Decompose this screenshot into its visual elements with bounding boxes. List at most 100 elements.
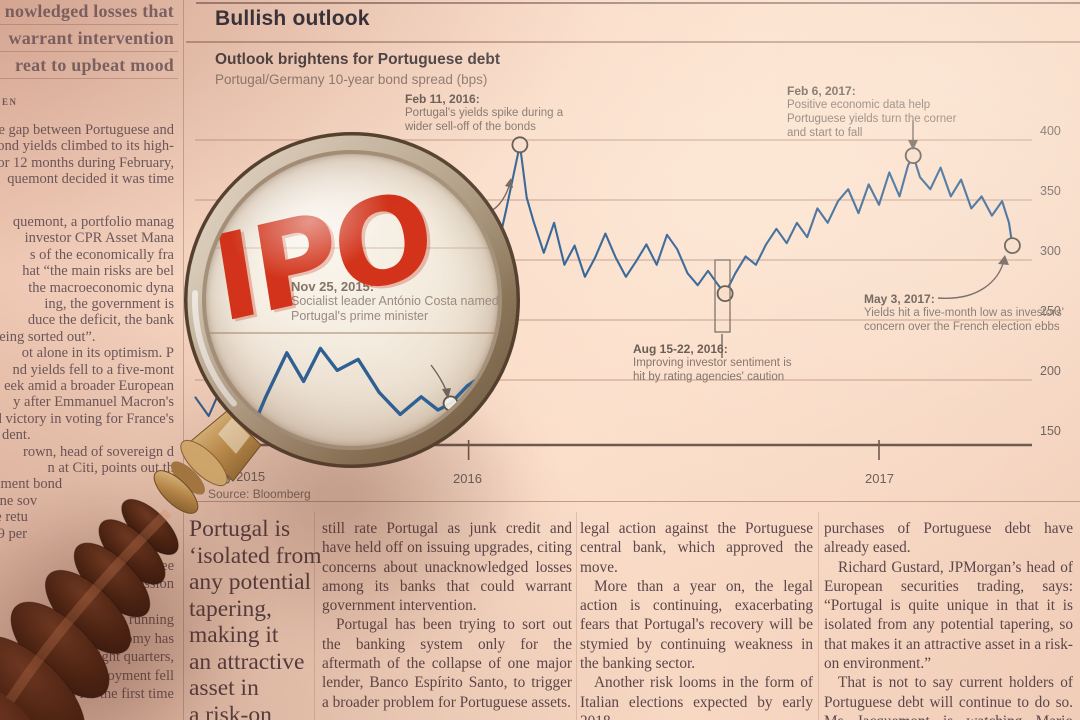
- column-rule-left: [183, 0, 184, 720]
- text-line: Portugal is: [189, 516, 291, 542]
- text-line: ernment bond: [0, 476, 63, 493]
- text-line: rown, head of sovereign d: [23, 443, 174, 460]
- magnified-series: [205, 346, 499, 439]
- text-line: tapering,: [189, 595, 272, 622]
- text-line: or 12 months during February,: [0, 154, 174, 171]
- annotation-feb6: Feb 6, 2017: Positive economic data help…: [787, 84, 975, 140]
- text-line: straight quarters,: [76, 649, 174, 665]
- may3-arrowhead: [998, 255, 1009, 265]
- chart-bottom-rule: [186, 501, 1080, 502]
- text-line: see: [155, 558, 174, 574]
- magnified-series-line: [205, 346, 499, 439]
- news-column-4: purchases of Portuguese debt have alread…: [824, 505, 1073, 720]
- annotation-feb6-text: Positive economic data help Portuguese y…: [787, 99, 957, 139]
- event-marker: [511, 136, 529, 154]
- text-line: eek amid a broader European: [4, 378, 174, 394]
- text-line: warrant intervention: [8, 28, 174, 48]
- headline-rule-3: [0, 78, 178, 79]
- news-column-2: still rate Portugal as junk credit and h…: [322, 505, 572, 720]
- text-line: d victory in voting for France's: [0, 410, 174, 427]
- text-line: quemont decided it was time: [7, 171, 174, 188]
- annotation-aug-date: Aug 15-22, 2016:: [633, 342, 728, 356]
- news-paragraph: purchases of Portuguese debt have alread…: [824, 520, 1073, 557]
- text-line: hat “the main risks are bel: [22, 263, 174, 280]
- text-line: y after Emmanuel Macron's: [13, 394, 174, 411]
- y-axis-tick-label: 200: [1040, 364, 1061, 378]
- top-rule: [196, 2, 1080, 4]
- section-title: Bullish outlook: [215, 7, 370, 30]
- text-line: duce the deficit, the bank: [27, 312, 174, 329]
- x-label-2016: 2016: [453, 471, 482, 486]
- annotation-aug-text: Improving investor sentiment is hit by r…: [633, 357, 792, 383]
- headline-rule-1: [0, 24, 178, 25]
- left-fragments-a: see ession: [0, 558, 178, 598]
- text-line: reat to upbeat mood: [15, 55, 174, 75]
- chart-gridlines: 150 200 250 300 350 400: [195, 124, 1061, 438]
- text-line: zone sov: [0, 492, 38, 509]
- left-headlines: nowledged losses that warrant interventio…: [0, 1, 178, 85]
- left-fragments-b: is running economy has straight quarters, u…: [0, 612, 178, 720]
- left-body-1: e gap between Portuguese and ond yields c…: [0, 122, 178, 192]
- text-line: is running: [115, 612, 174, 628]
- aug-range-box: [714, 259, 731, 333]
- y-axis-tick-label: 300: [1040, 244, 1061, 258]
- text-line: dent.: [2, 427, 31, 444]
- event-marker: [904, 147, 922, 165]
- text-line: being sorted out”.: [0, 328, 96, 345]
- news-paragraph: Portugal has been trying to sort out the…: [322, 616, 572, 711]
- text-line: s of the economically fra: [29, 246, 174, 263]
- chart-source: Source: Bloomberg: [208, 487, 311, 501]
- text-line: e gap between Portuguese and: [0, 122, 174, 138]
- text-line: economy has: [97, 630, 174, 647]
- magnified-event-marker: [442, 395, 459, 412]
- x-axis-ticks: [467, 440, 880, 460]
- header-rule: [186, 41, 1080, 43]
- column-rule-4: [818, 512, 819, 720]
- news-paragraph: still rate Portugal as junk credit and h…: [322, 520, 572, 615]
- text-line: making it: [189, 622, 279, 648]
- text-line: ing, the government is: [44, 296, 174, 312]
- annotation-feb11-date: Feb 11, 2016:: [405, 92, 480, 106]
- text-line: n at Citi, points out th: [47, 460, 174, 476]
- may3-arrow: [937, 259, 1005, 299]
- text-line: an attractive: [189, 648, 305, 675]
- chart-subtitle: Portugal/Germany 10-year bond spread (bp…: [215, 72, 488, 87]
- text-line: nowledged losses that: [4, 1, 174, 21]
- text-line: unemployment fell: [64, 667, 174, 684]
- annotation-feb6-date: Feb 6, 2017:: [787, 84, 856, 98]
- byline: EN: [2, 97, 18, 107]
- headline-rule-2: [0, 51, 178, 52]
- annotation-feb11: Feb 11, 2016: Portugal's yields spike du…: [405, 92, 573, 134]
- text-line: ot alone in its optimism. P: [21, 345, 174, 362]
- left-newspaper-column: nowledged losses that warrant interventio…: [0, 0, 178, 720]
- y-axis-tick-label: 350: [1040, 184, 1061, 198]
- left-body-2: quemont, a portfolio manag investor CPR A…: [0, 214, 178, 546]
- x-label-2017: 2017: [865, 471, 894, 486]
- news-paragraph: legal action against the Portuguese cent…: [580, 520, 813, 576]
- news-column-3: legal action against the Portuguese cent…: [580, 505, 813, 720]
- annotation-may3: May 3, 2017: Yields hit a five-month low…: [864, 292, 1064, 334]
- magnifier-lens: Nov 25, 2015: Socialist leader António C…: [205, 153, 499, 447]
- text-line: investor CPR Asset Mana: [24, 230, 174, 247]
- event-marker: [1003, 237, 1021, 255]
- annotation-feb11-text: Portugal's yields spike during a wider s…: [405, 107, 564, 133]
- news-paragraph: More than a year on, the legal action is…: [580, 577, 813, 673]
- text-line: nd yields fell to a five-mont: [12, 361, 174, 378]
- feb6-arrowhead: [908, 140, 918, 150]
- pull-quote: Portugal is ‘isolated from any potential ta…: [189, 516, 321, 720]
- news-paragraph: Richard Gustard, JPMorgan’s head of Euro…: [824, 558, 1073, 673]
- annotation-may3-date: May 3, 2017:: [864, 292, 935, 306]
- column-rule-3: [576, 512, 577, 720]
- y-axis-tick-label: 150: [1040, 424, 1061, 438]
- text-line: asset in: [189, 675, 259, 701]
- text-line: ond yields climbed to its high-: [0, 138, 174, 155]
- x-label-may2015: May 2015: [208, 469, 266, 484]
- text-line: ession: [137, 576, 174, 592]
- annotation-aug: Aug 15-22, 2016: Improving investor sent…: [633, 342, 805, 384]
- y-axis-tick-label: 250: [1040, 304, 1061, 318]
- event-marker: [716, 285, 734, 303]
- column-rule-2: [314, 512, 315, 720]
- text-line: a risk-on: [189, 701, 272, 720]
- text-line: the macroeconomic dyna: [28, 279, 174, 296]
